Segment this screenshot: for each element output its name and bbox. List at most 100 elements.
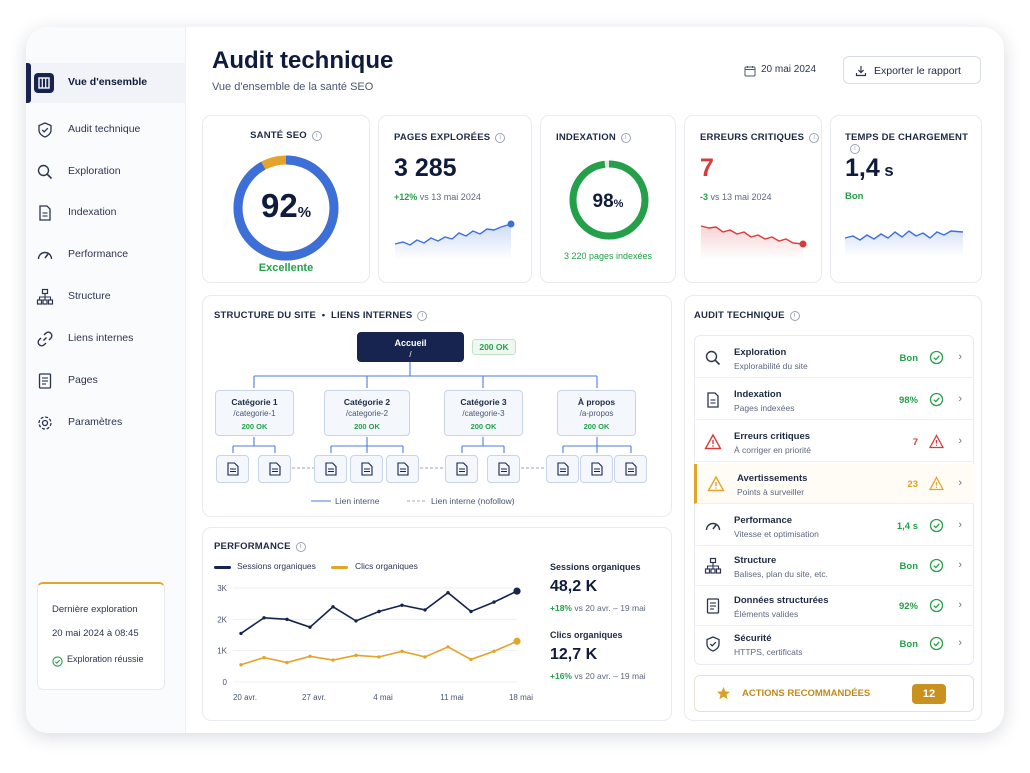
critical-errors-delta: -3 vs 13 mai 2024 (700, 192, 772, 202)
info-icon[interactable]: i (850, 144, 860, 154)
recommended-actions-button[interactable]: ACTIONS RECOMMANDÉES 12 (694, 675, 974, 712)
x-tick-label: 20 avr. (233, 693, 257, 702)
warning-triangle-icon (928, 476, 945, 491)
audit-row-indexation[interactable]: Indexation Pages indexées 98% › (694, 380, 974, 420)
sidebar-item-label: Vue d'ensemble (68, 76, 148, 88)
data-point (354, 619, 358, 623)
shield-check-icon (36, 121, 54, 139)
series-line-1 (240, 640, 518, 666)
data-point (239, 663, 243, 667)
structure-page-node[interactable] (614, 455, 647, 483)
pages-icon (36, 372, 54, 390)
performance-title: PERFORMANCE i (214, 541, 306, 552)
sidebar-item-label: Structure (68, 290, 111, 302)
x-tick-label: 11 mai (440, 693, 464, 702)
indexation-card: INDEXATION i 98% 3 220 pages indexées (540, 115, 676, 283)
calendar-icon (744, 64, 756, 82)
audit-row-performance[interactable]: Performance Vitesse et optimisation 1,4 s… (694, 506, 974, 546)
data-point (354, 653, 358, 658)
page-icon (591, 462, 603, 476)
recommended-actions-label: ACTIONS RECOMMANDÉES (742, 688, 871, 699)
organic-sessions-label: Sessions organiques (550, 562, 641, 572)
info-icon[interactable]: i (620, 133, 631, 143)
audit-row-structured-data[interactable]: Données structurées Éléments valides 92% … (694, 586, 974, 626)
pages-crawled-card: PAGES EXPLORÉES i 3 285 +12% vs 13 mai 20… (378, 115, 532, 283)
sidebar-item-settings[interactable]: Paramètres (26, 403, 186, 443)
x-tick-label: 18 mai (509, 693, 533, 702)
structure-page-node[interactable] (445, 455, 478, 483)
chevron-right-icon: › (958, 599, 962, 611)
structure-page-node[interactable] (350, 455, 383, 483)
sidebar-item-structure[interactable]: Structure (26, 277, 186, 317)
seo-health-gauge (233, 155, 339, 261)
structure-category-node[interactable]: À propos /a-propos 200 OK (557, 390, 636, 436)
page-subtitle: Vue d'ensemble de la santé SEO (212, 81, 374, 93)
sidebar-item-exploration[interactable]: Exploration (26, 152, 186, 192)
structure-page-node[interactable] (216, 455, 249, 483)
sidebar-item-indexation[interactable]: Indexation (26, 193, 186, 233)
data-point (308, 625, 312, 629)
structure-category-node[interactable]: Catégorie 1 /categorie-1 200 OK (215, 390, 294, 436)
error-triangle-icon (928, 434, 945, 449)
sidebar-item-audit[interactable]: Audit technique (26, 110, 186, 150)
export-report-button[interactable]: Exporter le rapport (843, 56, 981, 84)
organic-clicks-value: 12,7 K (550, 646, 598, 663)
data-point (446, 645, 450, 649)
chevron-right-icon: › (958, 477, 962, 489)
y-tick-label: 1K (217, 647, 227, 656)
audit-row-exploration[interactable]: Exploration Explorabilité du site Bon › (694, 338, 974, 378)
data-point (423, 608, 427, 612)
info-icon[interactable]: i (295, 542, 306, 552)
data-point (469, 657, 473, 662)
alert-icon (704, 433, 722, 451)
sidebar-item-label: Paramètres (68, 416, 123, 428)
check-circle-icon (929, 558, 944, 573)
structure-root-node[interactable]: Accueil / (357, 332, 464, 362)
performance-card: PERFORMANCE i Sessions organiques Clics o… (202, 527, 672, 721)
structure-page-node[interactable] (546, 455, 579, 483)
audit-row-security[interactable]: Sécurité HTTPS, certificats Bon › (694, 624, 974, 664)
audit-row-critical-errors[interactable]: Erreurs critiques À corriger en priorité … (694, 422, 974, 462)
audit-row-structure[interactable]: Structure Balises, plan du site, etc. Bon… (694, 546, 974, 586)
data-point (492, 600, 496, 604)
structure-page-node[interactable] (580, 455, 613, 483)
check-circle-icon (929, 518, 944, 533)
indexation-gauge (569, 160, 649, 240)
structure-page-node[interactable] (487, 455, 520, 483)
load-time-card: TEMPS DE CHARGEMENTi 1,4 s Bon (830, 115, 982, 283)
indexation-value: 98% (592, 191, 624, 212)
page-icon (625, 462, 637, 476)
seo-health-label: SANTÉ SEO i (203, 130, 369, 141)
structure-page-node[interactable] (386, 455, 419, 483)
info-icon[interactable]: i (789, 311, 800, 321)
info-icon[interactable]: i (311, 131, 322, 141)
sidebar-item-internal-links[interactable]: Liens internes (26, 319, 186, 359)
audit-row-warnings[interactable]: Avertissements Points à surveiller 23 › (694, 464, 974, 504)
sidebar: Vue d'ensemble Audit technique Explorati… (26, 27, 186, 733)
load-time-rating: Bon (845, 191, 864, 202)
structure-category-node[interactable]: Catégorie 2 /categorie-2 200 OK (324, 390, 410, 436)
chevron-right-icon: › (958, 351, 962, 363)
app-window: Vue d'ensemble Audit technique Explorati… (26, 27, 1004, 733)
legend-swatch-clicks (331, 566, 348, 569)
info-icon[interactable]: i (417, 311, 428, 321)
legend-clicks: Clics organiques (355, 561, 418, 571)
sidebar-item-label: Exploration (68, 165, 121, 177)
data-point (308, 654, 312, 659)
last-crawl-status: Exploration réussie (67, 654, 144, 664)
structure-connectors (232, 362, 632, 502)
structure-page-node[interactable] (258, 455, 291, 483)
info-icon[interactable]: i (495, 133, 506, 143)
sidebar-item-pages[interactable]: Pages (26, 361, 186, 401)
y-tick-label: 2K (217, 615, 227, 624)
info-icon[interactable]: i (809, 133, 820, 143)
structure-page-node[interactable] (314, 455, 347, 483)
chevron-right-icon: › (958, 637, 962, 649)
last-crawl-date: 20 mai 2024 à 08:45 (52, 628, 139, 639)
sidebar-item-overview[interactable]: Vue d'ensemble (26, 63, 186, 103)
load-time-value: 1,4 s (845, 154, 894, 182)
structure-category-node[interactable]: Catégorie 3 /categorie-3 200 OK (444, 390, 523, 436)
page-icon (269, 462, 281, 476)
sidebar-item-performance[interactable]: Performance (26, 235, 186, 275)
page-icon (498, 462, 510, 476)
